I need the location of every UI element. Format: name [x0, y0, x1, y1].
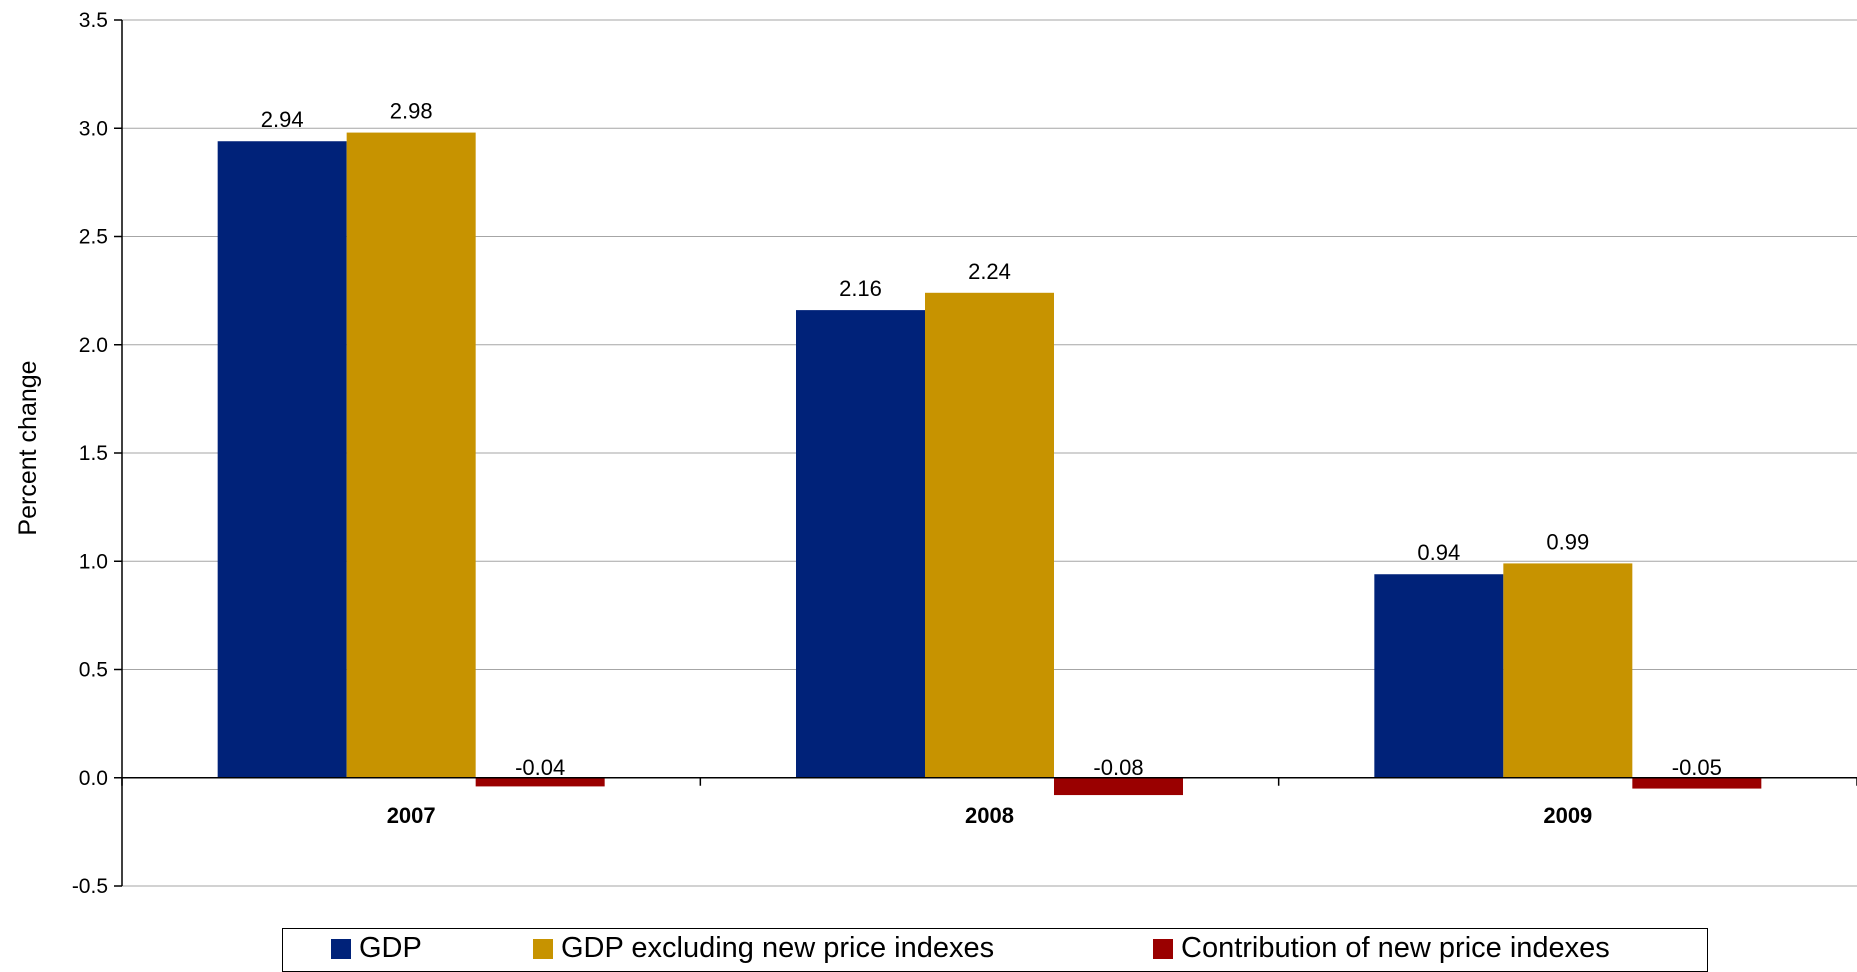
bar — [475, 777, 605, 787]
y-tick-label: 0.5 — [79, 659, 108, 682]
bar — [217, 141, 347, 778]
y-tick-label: -0.5 — [72, 875, 108, 898]
y-tick-label: 2.5 — [79, 226, 108, 249]
data-label: 2.94 — [261, 107, 304, 132]
legend-swatch-gdp — [331, 938, 351, 959]
category-labels: 2007 2008 2009 — [387, 803, 1593, 828]
y-axis-title: Percent change — [14, 360, 42, 535]
y-tick-label: 3.5 — [79, 9, 108, 32]
data-label: 2.98 — [390, 99, 433, 124]
data-label: -0.04 — [515, 755, 565, 780]
bar — [796, 310, 925, 778]
data-label: 2.16 — [839, 276, 882, 301]
bar — [1054, 777, 1183, 796]
bars — [217, 132, 1762, 796]
legend: GDP GDP excluding new price indexes Cont… — [282, 928, 1708, 972]
y-tick-label: 1.5 — [79, 442, 108, 465]
bar — [1503, 563, 1633, 778]
y-tick-label: 0.0 — [79, 767, 108, 790]
legend-item-contribution: Contribution of new price indexes — [1153, 932, 1610, 965]
legend-item-gdp-excluding: GDP excluding new price indexes — [533, 932, 994, 965]
data-label: 0.99 — [1546, 529, 1589, 554]
legend-label-gdp: GDP — [359, 932, 422, 964]
category-label: 2009 — [1543, 803, 1592, 828]
y-tick-label: 1.0 — [79, 550, 108, 573]
bar — [925, 292, 1054, 778]
legend-label-contribution: Contribution of new price indexes — [1181, 932, 1610, 964]
data-label: 0.94 — [1417, 540, 1460, 565]
category-label: 2007 — [387, 803, 436, 828]
bar-chart: -0.50.00.51.01.52.02.53.03.5 2007 2008 200… — [14, 9, 1857, 898]
data-label: -0.08 — [1093, 755, 1143, 780]
legend-item-gdp: GDP — [331, 932, 422, 965]
category-label: 2008 — [965, 803, 1014, 828]
data-labels: 2.94 2.98 -0.04 2.16 2.24 -0.08 0.94 0.99 -0.05 — [261, 99, 1722, 780]
bar — [1632, 777, 1762, 789]
legend-swatch-contribution — [1153, 938, 1173, 959]
legend-label-gdp-excluding: GDP excluding new price indexes — [561, 932, 995, 964]
data-label: -0.05 — [1672, 755, 1722, 780]
y-tick-label: 2.0 — [79, 334, 108, 357]
data-label: 2.24 — [968, 259, 1011, 284]
bar — [1374, 574, 1504, 778]
bar — [346, 132, 476, 778]
y-tick-label: 3.0 — [79, 117, 108, 140]
x-ticks — [121, 777, 1857, 786]
legend-swatch-gdp-excluding — [533, 938, 553, 959]
y-ticks: -0.5 0.0 0.5 1.0 1.5 2.0 2.5 3.0 3.5 — [72, 9, 122, 898]
